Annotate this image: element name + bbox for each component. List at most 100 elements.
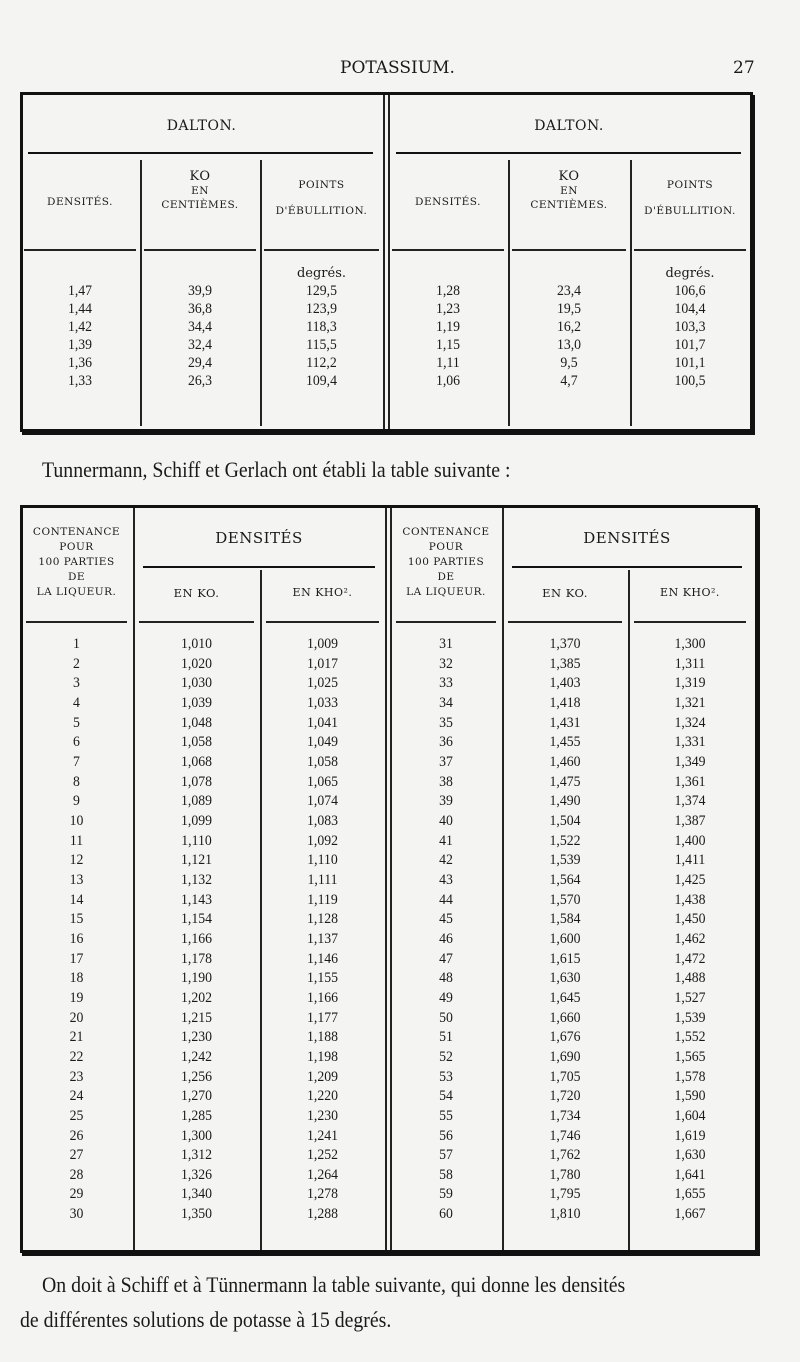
table-cell: 17	[69, 950, 84, 967]
dalton-table	[20, 92, 753, 432]
brace	[28, 152, 373, 164]
table-cell: 1,400	[674, 832, 706, 849]
table-cell: 1,349	[674, 753, 706, 770]
table-cell: 1,110	[307, 852, 338, 869]
table-cell: 1,020	[181, 655, 212, 672]
divider	[390, 508, 392, 1250]
table-cell: 1,202	[181, 989, 212, 1006]
header-rule	[508, 621, 622, 623]
table-cell: 33	[439, 675, 453, 692]
table-cell: 16	[69, 930, 84, 947]
table-cell: 15	[69, 911, 84, 928]
table-cell: 58	[439, 1166, 453, 1183]
table-cell: 1,36	[67, 355, 93, 371]
table-cell: 60	[439, 1206, 453, 1223]
table-cell: 23,4	[556, 283, 582, 299]
table-cell: 1,198	[307, 1048, 338, 1065]
table-cell: 103,3	[674, 319, 706, 335]
header-rule	[24, 249, 136, 251]
table-cell: 1,504	[549, 812, 581, 829]
table-cell: 1,425	[674, 871, 706, 888]
table-cell: 1,128	[307, 911, 338, 928]
table-cell: 12	[69, 852, 84, 869]
table-cell: 1,285	[181, 1107, 212, 1124]
table-cell: 1,584	[549, 911, 581, 928]
table-cell: 35	[439, 714, 453, 731]
table-cell: 1,600	[549, 930, 581, 947]
table-cell: 1,403	[549, 675, 581, 692]
column-header-line: CENTIÈMES.	[530, 199, 608, 211]
table-cell: 1,166	[307, 989, 338, 1006]
table-cell: 30	[69, 1206, 84, 1223]
table-cell: 1,667	[674, 1206, 706, 1223]
column-rule	[133, 508, 135, 1250]
table-cell: 1,009	[307, 636, 338, 652]
table-cell: 1,048	[181, 714, 212, 731]
table-cell: 1,321	[674, 694, 706, 711]
table-cell: 13,0	[556, 337, 582, 353]
table-cell: 1,374	[674, 793, 706, 810]
header-rule	[392, 249, 504, 251]
table-cell: 123,9	[306, 301, 337, 317]
column-header: POINTS D'ÉBULLITION.	[260, 178, 383, 218]
table-cell: 1,578	[674, 1068, 706, 1085]
table-cell: 1,762	[549, 1147, 581, 1164]
column-rule	[260, 160, 262, 426]
table-cell: 34,4	[187, 319, 213, 335]
table-cell: 1,810	[549, 1206, 581, 1223]
table-cell: 1,564	[549, 871, 581, 888]
table-cell: 52	[439, 1048, 453, 1065]
table-cell: 1,033	[307, 694, 338, 711]
table-cell: 1,387	[674, 812, 706, 829]
table-cell: 1,039	[181, 694, 212, 711]
table-cell: 45	[439, 911, 453, 928]
divider	[383, 95, 385, 429]
table-cell: 1,527	[674, 989, 706, 1006]
table-cell: 1,23	[435, 301, 461, 317]
table-cell: 44	[439, 891, 453, 908]
column-header-line: KO	[558, 169, 580, 184]
divider	[385, 508, 387, 1250]
column-rule	[260, 570, 262, 1250]
dalton-label-left: DALTON.	[166, 118, 237, 134]
table-cell: 28	[69, 1166, 84, 1183]
brace	[143, 566, 375, 578]
header-rule	[26, 621, 127, 623]
table-cell: 1,119	[307, 891, 338, 908]
table-cell: 1,604	[674, 1107, 706, 1124]
table-cell: 1,676	[549, 1029, 581, 1046]
table-cell: 37	[439, 753, 453, 770]
table-cell: 1,734	[549, 1107, 581, 1124]
table-cell: 2	[73, 655, 80, 672]
table-cell: 1,472	[674, 950, 706, 967]
column-header-line: DENSITÉS.	[415, 196, 481, 208]
table-cell: 1,049	[307, 734, 338, 751]
column-header-line: POUR	[428, 541, 464, 553]
table-cell: 1,47	[67, 283, 93, 299]
table-cell: 1,565	[674, 1048, 706, 1065]
table-cell: 47	[439, 950, 453, 967]
table-cell: 50	[439, 1009, 453, 1026]
header-rule	[512, 249, 626, 251]
column-header-line: POINTS	[298, 179, 345, 191]
table-cell: 55	[439, 1107, 453, 1124]
table-cell: 53	[439, 1068, 453, 1085]
table-cell: 1,177	[307, 1009, 338, 1026]
table-cell: 1,552	[674, 1029, 706, 1046]
table-cell: 1,370	[549, 636, 581, 652]
table-cell: 1,264	[307, 1166, 338, 1183]
column-header: KO EN CENTIÈMES.	[508, 170, 630, 212]
table-cell: 1,155	[307, 970, 338, 987]
table-cell: 1,06	[435, 373, 461, 389]
table-cell: 4	[73, 694, 80, 711]
table-cell: 1,300	[181, 1127, 212, 1144]
table-cell: 38	[439, 773, 453, 790]
column-header-line: POUR	[59, 541, 94, 553]
table-cell: 16,2	[556, 319, 582, 335]
table-cell: 1,645	[549, 989, 581, 1006]
table-cell: 6	[73, 734, 80, 751]
table-cell: 1,256	[181, 1068, 212, 1085]
table-cell: 1,619	[674, 1127, 706, 1144]
table-cell: 115,5	[306, 337, 337, 353]
table-cell: 1,350	[181, 1206, 212, 1223]
